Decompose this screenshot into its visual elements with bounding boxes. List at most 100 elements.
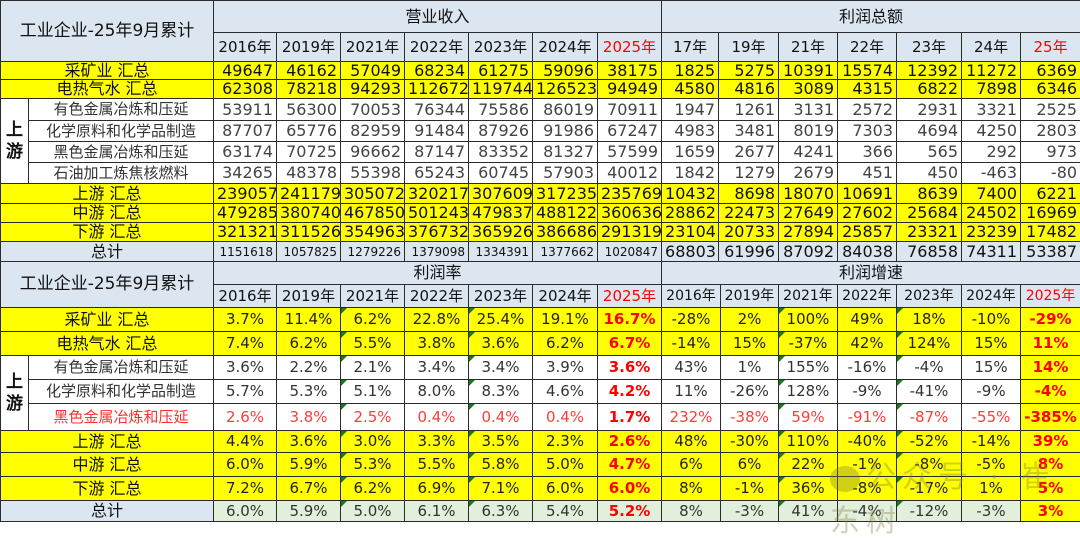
margin-cell: 3.5% <box>469 431 533 453</box>
growth-cell: -1% <box>838 453 897 477</box>
profit-cell: -463 <box>962 163 1021 184</box>
profit-cell: 28862 <box>662 204 719 223</box>
margin-cell: 6.2% <box>533 332 598 356</box>
growth-cell: -91% <box>838 404 897 431</box>
revenue-cell: 467850 <box>341 204 405 223</box>
revenue-cell: 1057825 <box>277 242 341 262</box>
revenue-cell: 60745 <box>469 163 533 184</box>
profit-cell: 450 <box>897 163 962 184</box>
lower-table: 工业企业-25年9月累计 利润率 利润增速 2016年 2019年 2021年 … <box>0 261 1080 522</box>
profit-cell: 22473 <box>719 204 779 223</box>
growth-cell: 15% <box>721 332 779 356</box>
profit-cell: 3481 <box>719 121 779 142</box>
profit-cell: 8019 <box>779 121 838 142</box>
row-label: 电热气水 汇总 <box>1 332 214 356</box>
revenue-cell: 87147 <box>405 142 469 163</box>
margin-cell: 7.4% <box>214 332 277 356</box>
margin-cell: 3.7% <box>214 308 277 332</box>
revenue-cell: 40012 <box>598 163 662 184</box>
profit-cell: 1825 <box>662 62 719 80</box>
margin-cell: 3.6% <box>277 431 341 453</box>
margin-cell: 6.2% <box>341 308 405 332</box>
profit-cell: 10432 <box>662 184 719 204</box>
row-label: 化学原料和化学品制造 <box>29 121 214 142</box>
profit-cell: 87092 <box>779 242 838 262</box>
col-header: 2019年 <box>721 285 779 308</box>
profit-cell: 7898 <box>962 80 1021 99</box>
margin-cell: 5.0% <box>341 501 405 522</box>
margin-cell: 19.1% <box>533 308 598 332</box>
margin-cell: 3.6% <box>598 356 662 380</box>
growth-cell: 155% <box>779 356 838 380</box>
growth-cell: 59% <box>779 404 838 431</box>
profit-cell: 10391 <box>779 62 838 80</box>
growth-cell: 6% <box>721 453 779 477</box>
profit-cell: 1659 <box>662 142 719 163</box>
revenue-cell: 53911 <box>214 99 277 121</box>
revenue-cell: 61275 <box>469 62 533 80</box>
growth-cell: -16% <box>838 356 897 380</box>
growth-cell: 41% <box>779 501 838 522</box>
profit-cell: 4580 <box>662 80 719 99</box>
growth-cell: -26% <box>721 380 779 404</box>
revenue-cell: 87707 <box>214 121 277 142</box>
revenue-cell: 307609 <box>469 184 533 204</box>
margin-cell: 0.4% <box>405 404 469 431</box>
profit-cell: 6822 <box>897 80 962 99</box>
revenue-cell: 501243 <box>405 204 469 223</box>
col-header: 25年 <box>1021 33 1080 62</box>
margin-cell: 0.4% <box>533 404 598 431</box>
growth-cell: -4% <box>838 501 897 522</box>
revenue-cell: 380740 <box>277 204 341 223</box>
margin-cell: 5.2% <box>598 501 662 522</box>
growth-cell: -55% <box>962 404 1021 431</box>
upstream-group-label: 上游 <box>1 99 29 184</box>
profit-cell: 18070 <box>779 184 838 204</box>
growth-cell: -38% <box>721 404 779 431</box>
growth-cell: -14% <box>662 332 721 356</box>
growth-cell: -10% <box>962 308 1021 332</box>
row-label: 总计 <box>1 242 214 262</box>
profit-cell: 2677 <box>719 142 779 163</box>
growth-cell: -28% <box>662 308 721 332</box>
profit-cell: 4250 <box>962 121 1021 142</box>
col-header: 2022年 <box>838 285 897 308</box>
margin-cell: 3.8% <box>277 404 341 431</box>
growth-cell: -37% <box>779 332 838 356</box>
margin-cell: 6.2% <box>341 477 405 501</box>
col-header: 2023年 <box>897 285 962 308</box>
profit-cell: 84038 <box>838 242 897 262</box>
upper-table: 工业企业-25年9月累计 营业收入 利润总额 2016年 2019年 2021年… <box>0 0 1080 262</box>
profit-cell: 6369 <box>1021 62 1080 80</box>
revenue-cell: 91484 <box>405 121 469 142</box>
growth-cell: 15% <box>962 356 1021 380</box>
margin-cell: 2.6% <box>598 431 662 453</box>
margin-cell: 2.3% <box>533 431 598 453</box>
profit-cell: 6346 <box>1021 80 1080 99</box>
growth-cell: 128% <box>779 380 838 404</box>
profit-cell: 23321 <box>897 223 962 242</box>
row-label: 中游 汇总 <box>1 204 214 223</box>
profit-cell: 16969 <box>1021 204 1080 223</box>
col-header: 21年 <box>779 33 838 62</box>
revenue-cell: 91986 <box>533 121 598 142</box>
revenue-cell: 488122 <box>533 204 598 223</box>
growth-cell: 22% <box>779 453 838 477</box>
col-header: 23年 <box>897 33 962 62</box>
col-header: 2023年 <box>469 33 533 62</box>
revenue-cell: 291319 <box>598 223 662 242</box>
growth-cell: -87% <box>897 404 962 431</box>
revenue-cell: 365926 <box>469 223 533 242</box>
growth-cell: -41% <box>897 380 962 404</box>
margin-cell: 5.4% <box>533 501 598 522</box>
growth-cell: -4% <box>897 356 962 380</box>
